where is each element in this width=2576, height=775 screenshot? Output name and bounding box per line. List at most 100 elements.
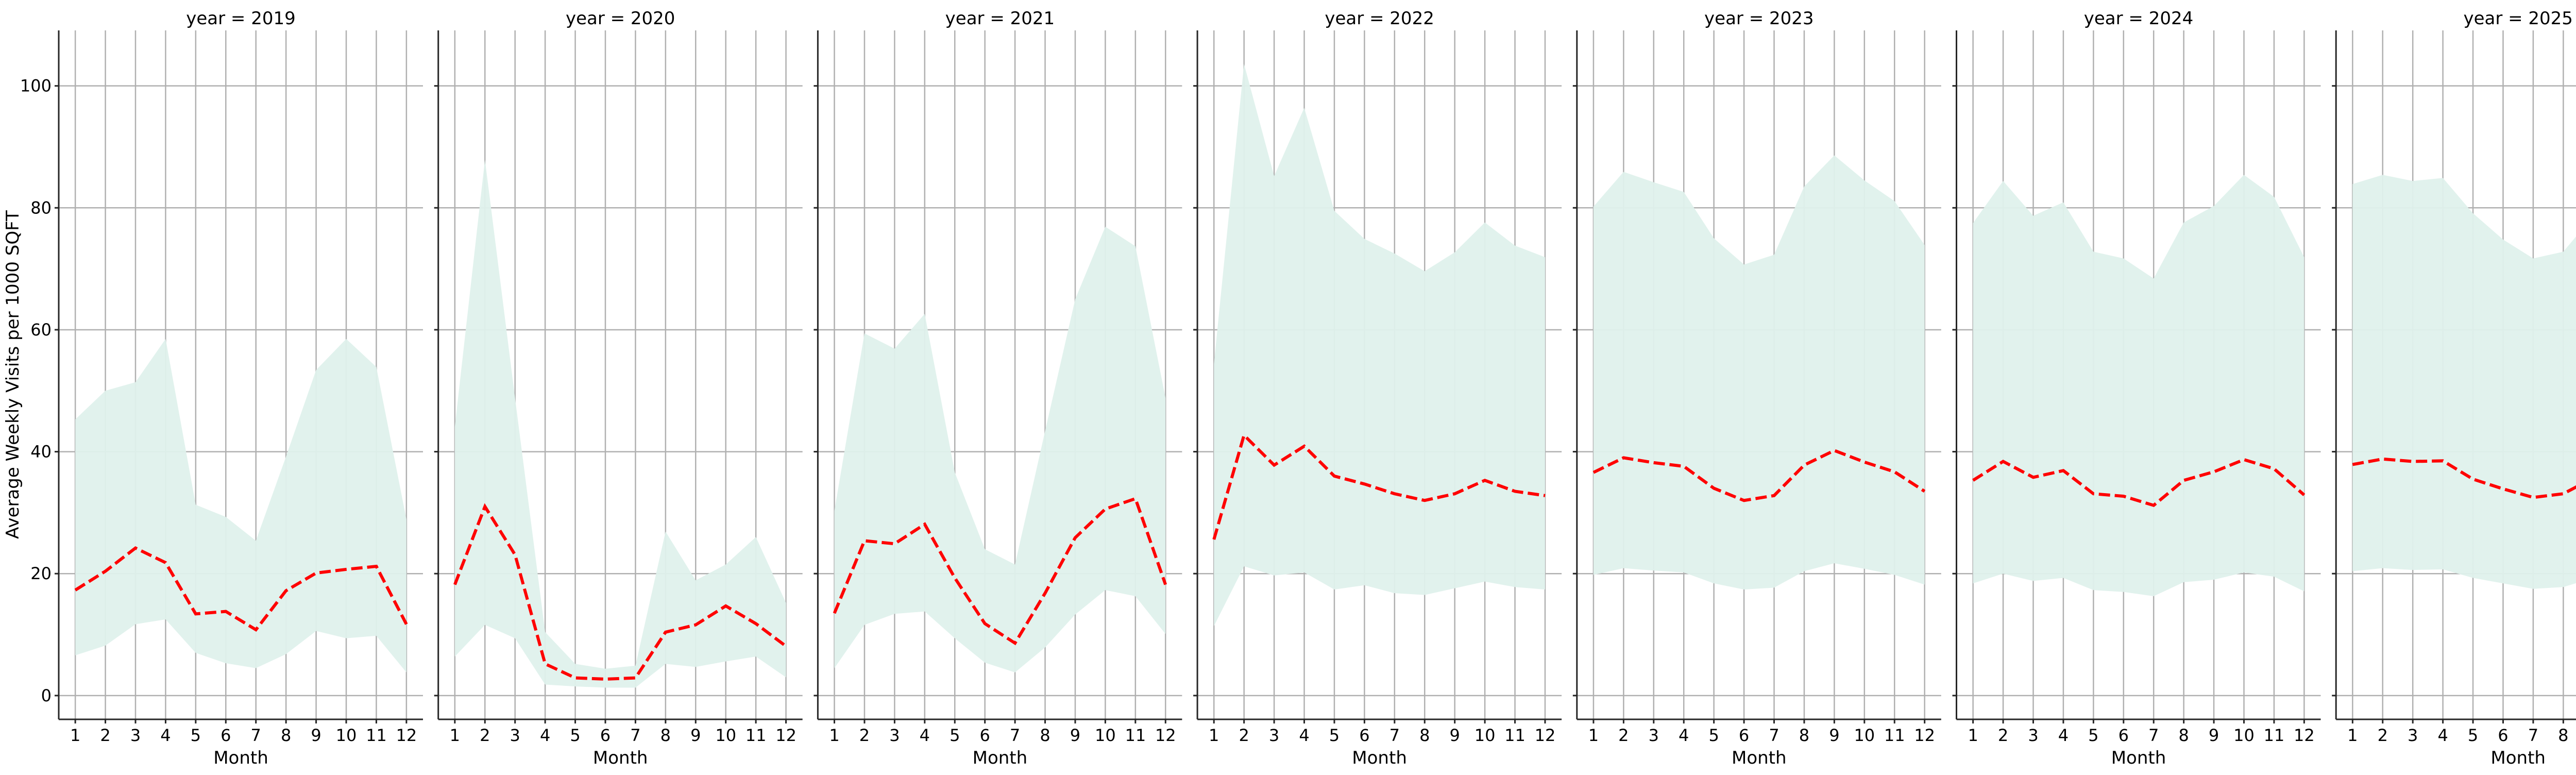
x-tick-label: 2 <box>1998 726 2008 745</box>
x-tick-label: 6 <box>600 726 611 745</box>
x-tick-label: 10 <box>2233 726 2255 745</box>
x-tick-label: 6 <box>2119 726 2129 745</box>
median-line <box>1212 432 1546 540</box>
x-tick-label: 5 <box>570 726 580 745</box>
x-tick-label: 1 <box>1588 726 1599 745</box>
x-tick-label: 10 <box>715 726 736 745</box>
percentile-band <box>1593 155 1925 589</box>
x-tick-label: 10 <box>1854 726 1875 745</box>
median-line <box>453 503 787 681</box>
x-tick-label: 8 <box>2558 726 2568 745</box>
x-tick-label: 11 <box>1884 726 1905 745</box>
x-tick-label: 1 <box>70 726 80 745</box>
panel-title: year = 2021 <box>945 8 1055 29</box>
x-tick-label: 1 <box>2347 726 2358 745</box>
x-tick-label: 3 <box>1269 726 1279 745</box>
x-tick-label: 7 <box>251 726 261 745</box>
panel-title: year = 2025 <box>2463 8 2572 29</box>
y-tick-label: 60 <box>30 320 52 340</box>
x-tick-label: 2 <box>1239 726 1249 745</box>
x-tick-label: 3 <box>1649 726 1659 745</box>
x-tick-label: 8 <box>660 726 671 745</box>
x-tick-label: 11 <box>2264 726 2285 745</box>
x-tick-label: 11 <box>1504 726 1526 745</box>
x-tick-label: 12 <box>1535 726 1556 745</box>
x-tick-label: 3 <box>889 726 900 745</box>
x-tick-label: 8 <box>1799 726 1809 745</box>
y-tick-label: 20 <box>30 564 52 583</box>
x-axis-label: Month <box>1732 748 1787 768</box>
x-tick-label: 3 <box>130 726 141 745</box>
panel-title: year = 2020 <box>566 8 675 29</box>
percentile-band <box>834 226 1166 672</box>
percentile-band <box>1214 64 1545 626</box>
x-tick-label: 12 <box>1914 726 1935 745</box>
median-line <box>2352 457 2576 499</box>
x-tick-label: 7 <box>1389 726 1400 745</box>
x-tick-label: 10 <box>1095 726 1116 745</box>
x-tick-label: 11 <box>1125 726 1146 745</box>
x-tick-label: 4 <box>540 726 550 745</box>
y-tick-label: 100 <box>20 76 52 96</box>
x-tick-label: 12 <box>396 726 417 745</box>
panel-title: year = 2024 <box>2084 8 2193 29</box>
x-axis-label: Month <box>213 748 268 768</box>
percentile-band <box>454 159 786 688</box>
x-tick-label: 6 <box>221 726 231 745</box>
x-axis-label: Month <box>973 748 1028 768</box>
x-tick-label: 7 <box>630 726 640 745</box>
panel-title: year = 2022 <box>1325 8 1434 29</box>
median-line <box>1592 448 1926 502</box>
x-tick-label: 9 <box>1449 726 1460 745</box>
x-tick-label: 12 <box>2294 726 2315 745</box>
x-tick-label: 4 <box>920 726 930 745</box>
x-tick-label: 5 <box>1708 726 1719 745</box>
percentile-band <box>1973 175 2304 596</box>
percentile-band <box>2352 175 2576 589</box>
x-tick-label: 12 <box>775 726 796 745</box>
panel-title: year = 2023 <box>1704 8 1814 29</box>
x-tick-label: 5 <box>191 726 201 745</box>
panel-title: year = 2019 <box>186 8 295 29</box>
x-tick-label: 9 <box>1829 726 1839 745</box>
y-tick-label: 0 <box>41 686 52 705</box>
x-tick-label: 10 <box>336 726 357 745</box>
x-tick-label: 2 <box>100 726 110 745</box>
x-tick-label: 4 <box>1679 726 1689 745</box>
x-tick-label: 7 <box>2148 726 2159 745</box>
x-tick-label: 6 <box>1739 726 1749 745</box>
x-tick-label: 1 <box>1209 726 1219 745</box>
x-tick-label: 8 <box>1419 726 1430 745</box>
x-tick-label: 4 <box>2058 726 2069 745</box>
median-line <box>1972 458 2306 508</box>
percentile-band <box>75 339 406 672</box>
median-line <box>833 496 1167 646</box>
y-tick-label: 40 <box>30 442 52 462</box>
x-tick-label: 11 <box>745 726 767 745</box>
x-tick-label: 8 <box>281 726 291 745</box>
x-tick-label: 7 <box>1010 726 1020 745</box>
x-tick-label: 1 <box>1968 726 1978 745</box>
x-tick-label: 2 <box>859 726 870 745</box>
x-tick-label: 2 <box>480 726 490 745</box>
x-axis-label: Month <box>2490 748 2546 768</box>
y-tick-label: 80 <box>30 198 52 217</box>
x-tick-label: 7 <box>2528 726 2538 745</box>
x-tick-label: 1 <box>450 726 460 745</box>
x-tick-label: 5 <box>2468 726 2478 745</box>
x-tick-label: 4 <box>160 726 171 745</box>
x-tick-label: 9 <box>2209 726 2219 745</box>
x-tick-label: 1 <box>829 726 839 745</box>
x-tick-label: 6 <box>1359 726 1369 745</box>
x-tick-label: 5 <box>950 726 960 745</box>
x-tick-label: 3 <box>2028 726 2038 745</box>
x-tick-label: 10 <box>1475 726 1496 745</box>
